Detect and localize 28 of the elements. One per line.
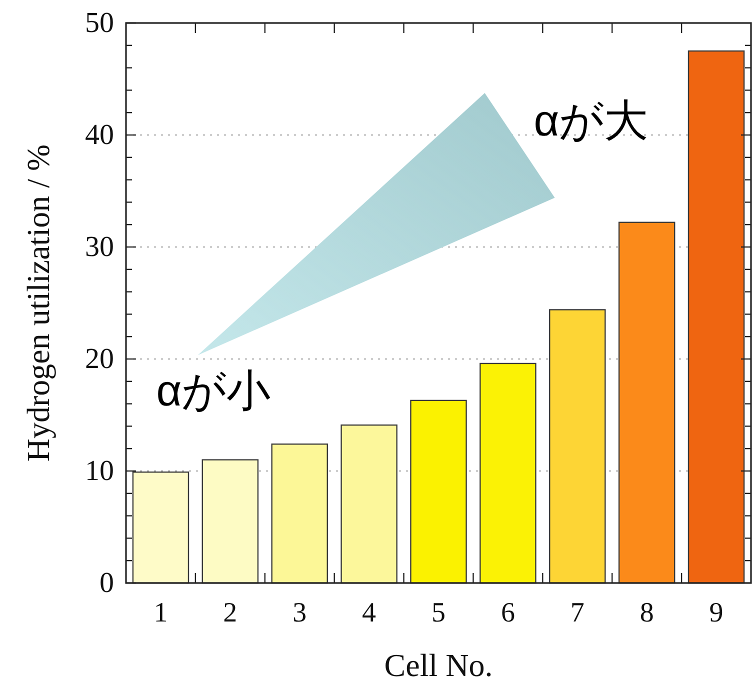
annotation: αが小	[156, 366, 271, 416]
y-tick-label: 50	[85, 7, 114, 39]
bar	[688, 50, 745, 584]
x-tick-label: 2	[223, 598, 238, 628]
x-tick-label: 7	[570, 598, 584, 628]
bar	[132, 472, 190, 584]
x-tick-label: 4	[362, 598, 376, 628]
y-tick-label: 0	[100, 567, 114, 599]
bar	[618, 222, 676, 584]
y-axis-title: Hydrogen utilization / %	[20, 144, 56, 462]
bar	[340, 424, 398, 584]
x-tick-label: 3	[292, 598, 307, 628]
y-tick-label: 40	[85, 119, 114, 151]
annotation: αが大	[534, 96, 648, 146]
bar	[271, 444, 328, 584]
x-tick-label: 5	[432, 598, 446, 628]
bar	[202, 459, 259, 584]
x-tick-label: 8	[640, 598, 654, 628]
x-tick-label: 1	[154, 598, 168, 628]
x-axis-title: Cell No.	[384, 647, 493, 683]
bar	[480, 362, 536, 584]
y-tick-label: 30	[85, 231, 114, 263]
bar	[549, 309, 606, 584]
bar	[410, 400, 467, 584]
x-tick-label: 9	[709, 598, 724, 628]
y-tick-label: 10	[85, 455, 114, 487]
x-tick-label: 6	[500, 598, 515, 628]
y-tick-label: 20	[85, 343, 114, 375]
